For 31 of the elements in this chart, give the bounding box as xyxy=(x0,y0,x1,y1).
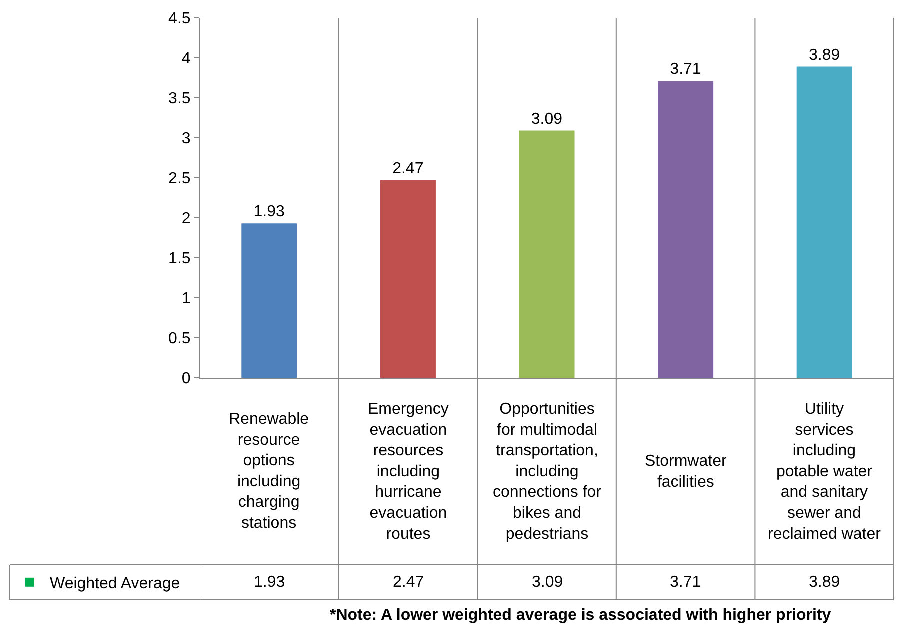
bar xyxy=(519,130,575,378)
text: 1.93 xyxy=(254,204,285,221)
text: 3.09 xyxy=(531,110,563,128)
bar xyxy=(796,66,852,378)
x-tick-label: Utility services including potable water and sanitary sewer and reclaimed water xyxy=(768,401,882,543)
y-tick-label: 2 xyxy=(182,210,191,228)
x-tick-label: Opportunities for multimodal transportation, including connections for bikes and pedestrians xyxy=(493,401,602,543)
x-tick-label: Emergency evacuation resources including hurricane evacuation routes xyxy=(368,401,449,543)
data-label: 3.71 xyxy=(670,574,702,591)
data-label: 1.93 xyxy=(254,574,286,591)
y-tick-label: 2.5 xyxy=(168,170,191,188)
y-tick-label: 4 xyxy=(182,50,191,68)
text: 3.71 xyxy=(670,61,702,78)
bar xyxy=(380,180,436,378)
y-tick-label: 4.5 xyxy=(168,10,191,28)
data-label: 2.47 xyxy=(393,574,424,591)
data-label: 3.09 xyxy=(532,574,564,591)
y-tick-label: 1.5 xyxy=(168,250,191,268)
y-tick-label: 0.5 xyxy=(168,330,191,348)
y-tick-label: 1 xyxy=(182,290,191,308)
text: *Note: A lower weighted average is associated with higher priority xyxy=(330,607,832,624)
text: 3.89 xyxy=(808,46,840,64)
bar xyxy=(242,224,298,378)
y-tick-label: 3.5 xyxy=(168,90,191,108)
bar xyxy=(658,81,714,378)
y-tick-label: 0 xyxy=(182,370,191,388)
x-tick-label: Renewable resource options including charging stations xyxy=(229,411,310,532)
x-tick-label: Stormwater facilities xyxy=(645,453,728,491)
data-label: 3.89 xyxy=(809,574,840,591)
y-tick-label: 3 xyxy=(182,130,191,148)
text: 2.47 xyxy=(392,160,424,178)
